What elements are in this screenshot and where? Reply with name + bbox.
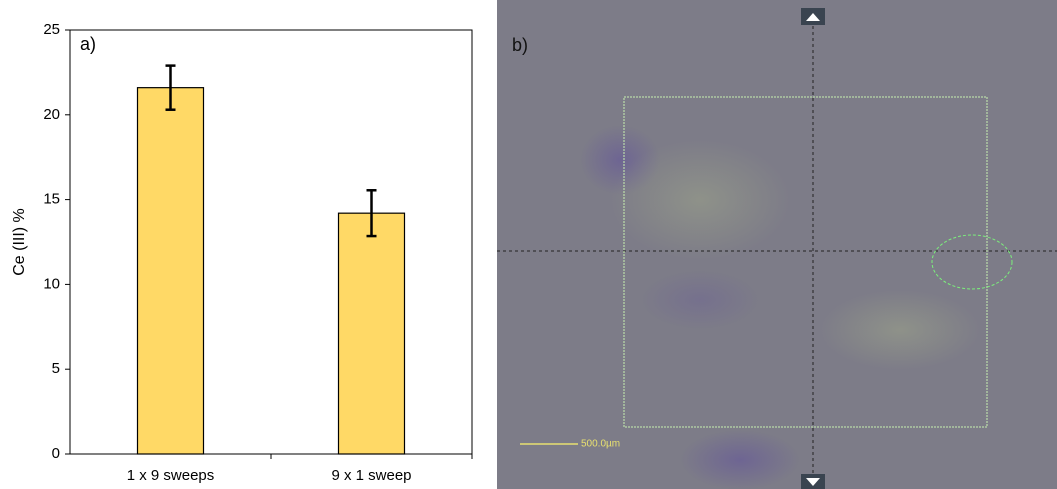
y-tick-label: 5 — [52, 360, 60, 377]
scale-bar-label: 500.0µm — [581, 439, 620, 450]
y-tick-label: 15 — [43, 191, 60, 208]
selection-box — [623, 96, 988, 428]
error-bar — [366, 189, 377, 238]
highlight — [820, 290, 980, 370]
x-tick-label: 9 x 1 sweep — [331, 467, 411, 484]
selection-ellipse — [931, 234, 1013, 290]
bar-chart: a) Ce (III) % 0 5 10 15 20 25 1 x 9 sweeps 9 x … — [11, 21, 473, 484]
plot-frame — [69, 29, 473, 455]
y-tick-label: 0 — [52, 445, 60, 462]
arrow-icon — [806, 478, 820, 486]
arrow-icon — [806, 13, 820, 21]
panel-label: b) — [512, 35, 528, 55]
stain — [640, 270, 760, 330]
bar — [136, 87, 205, 455]
x-tick-label: 1 x 9 sweeps — [127, 467, 215, 484]
microscope-image: 500.0µm b) — [497, 0, 1057, 489]
panel-label: a) — [80, 34, 96, 54]
y-axis-label: Ce (III) % — [11, 208, 28, 276]
y-tick-label: 10 — [43, 275, 60, 292]
image-background — [497, 0, 1057, 489]
y-tick-label: 20 — [43, 106, 60, 123]
error-bar — [165, 64, 176, 111]
stain — [680, 430, 800, 489]
y-tick-label: 25 — [43, 21, 60, 38]
bar — [337, 212, 406, 455]
highlight — [610, 140, 790, 260]
